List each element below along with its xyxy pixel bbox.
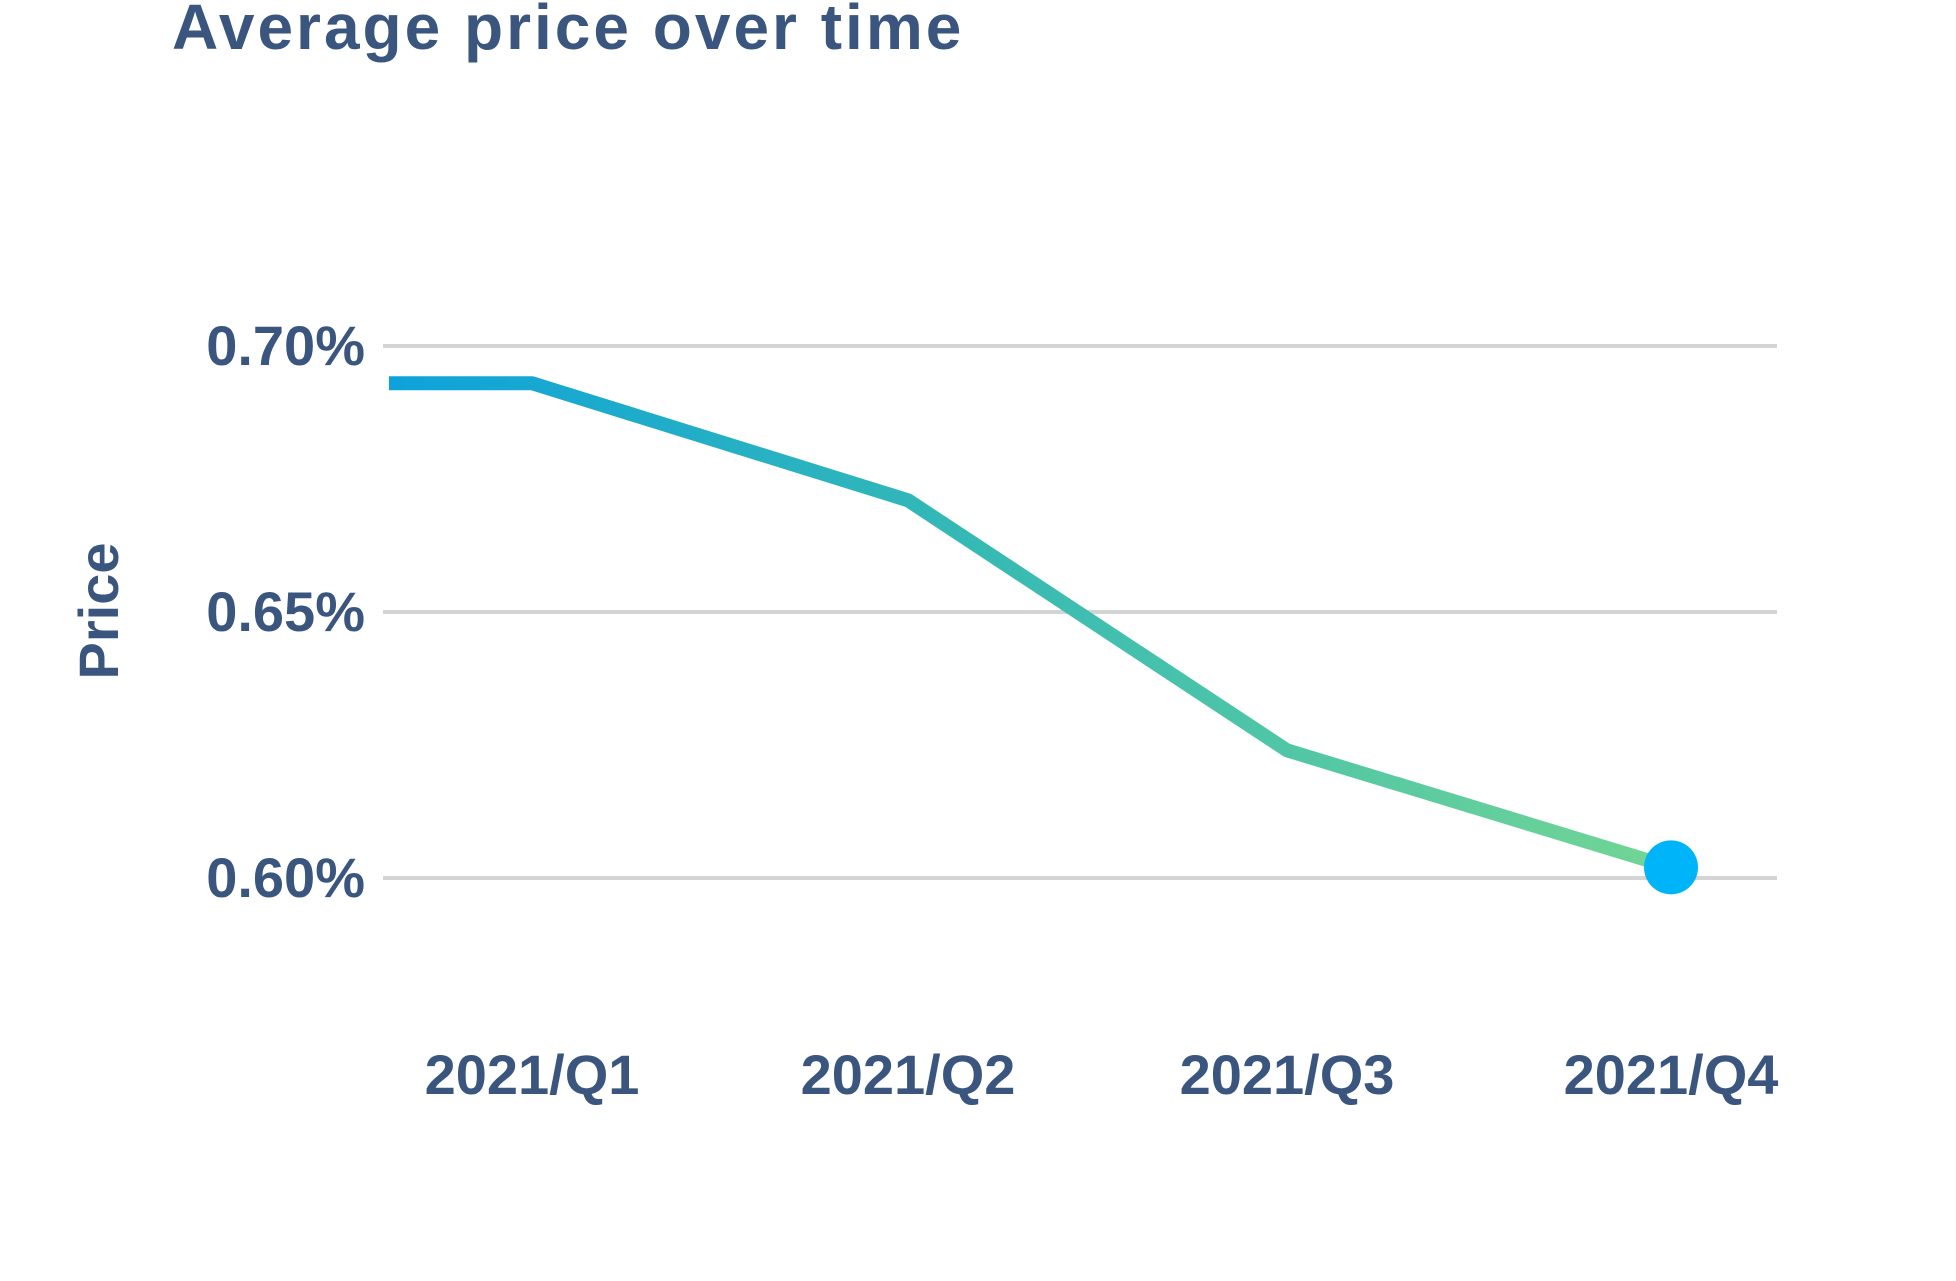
last-point-dot bbox=[1644, 840, 1698, 895]
y-tick-label-060: 0.60% bbox=[206, 846, 365, 909]
y-tick-label-065: 0.65% bbox=[206, 580, 365, 643]
x-tick-label-q2: 2021/Q2 bbox=[800, 1043, 1016, 1106]
x-tick-label-q1: 2021/Q1 bbox=[424, 1043, 640, 1106]
line-chart-plot bbox=[383, 344, 1777, 895]
chart-card: Price 0.70% 0.65% 0.60% 2021/Q1 2021/Q2 … bbox=[0, 115, 1956, 1281]
x-tick-label-q4: 2021/Q4 bbox=[1563, 1043, 1779, 1106]
page-title: Average price over time bbox=[172, 0, 965, 63]
x-tick-label-q3: 2021/Q3 bbox=[1179, 1043, 1395, 1106]
y-tick-label-070: 0.70% bbox=[206, 314, 365, 377]
price-line-series bbox=[389, 376, 1674, 875]
